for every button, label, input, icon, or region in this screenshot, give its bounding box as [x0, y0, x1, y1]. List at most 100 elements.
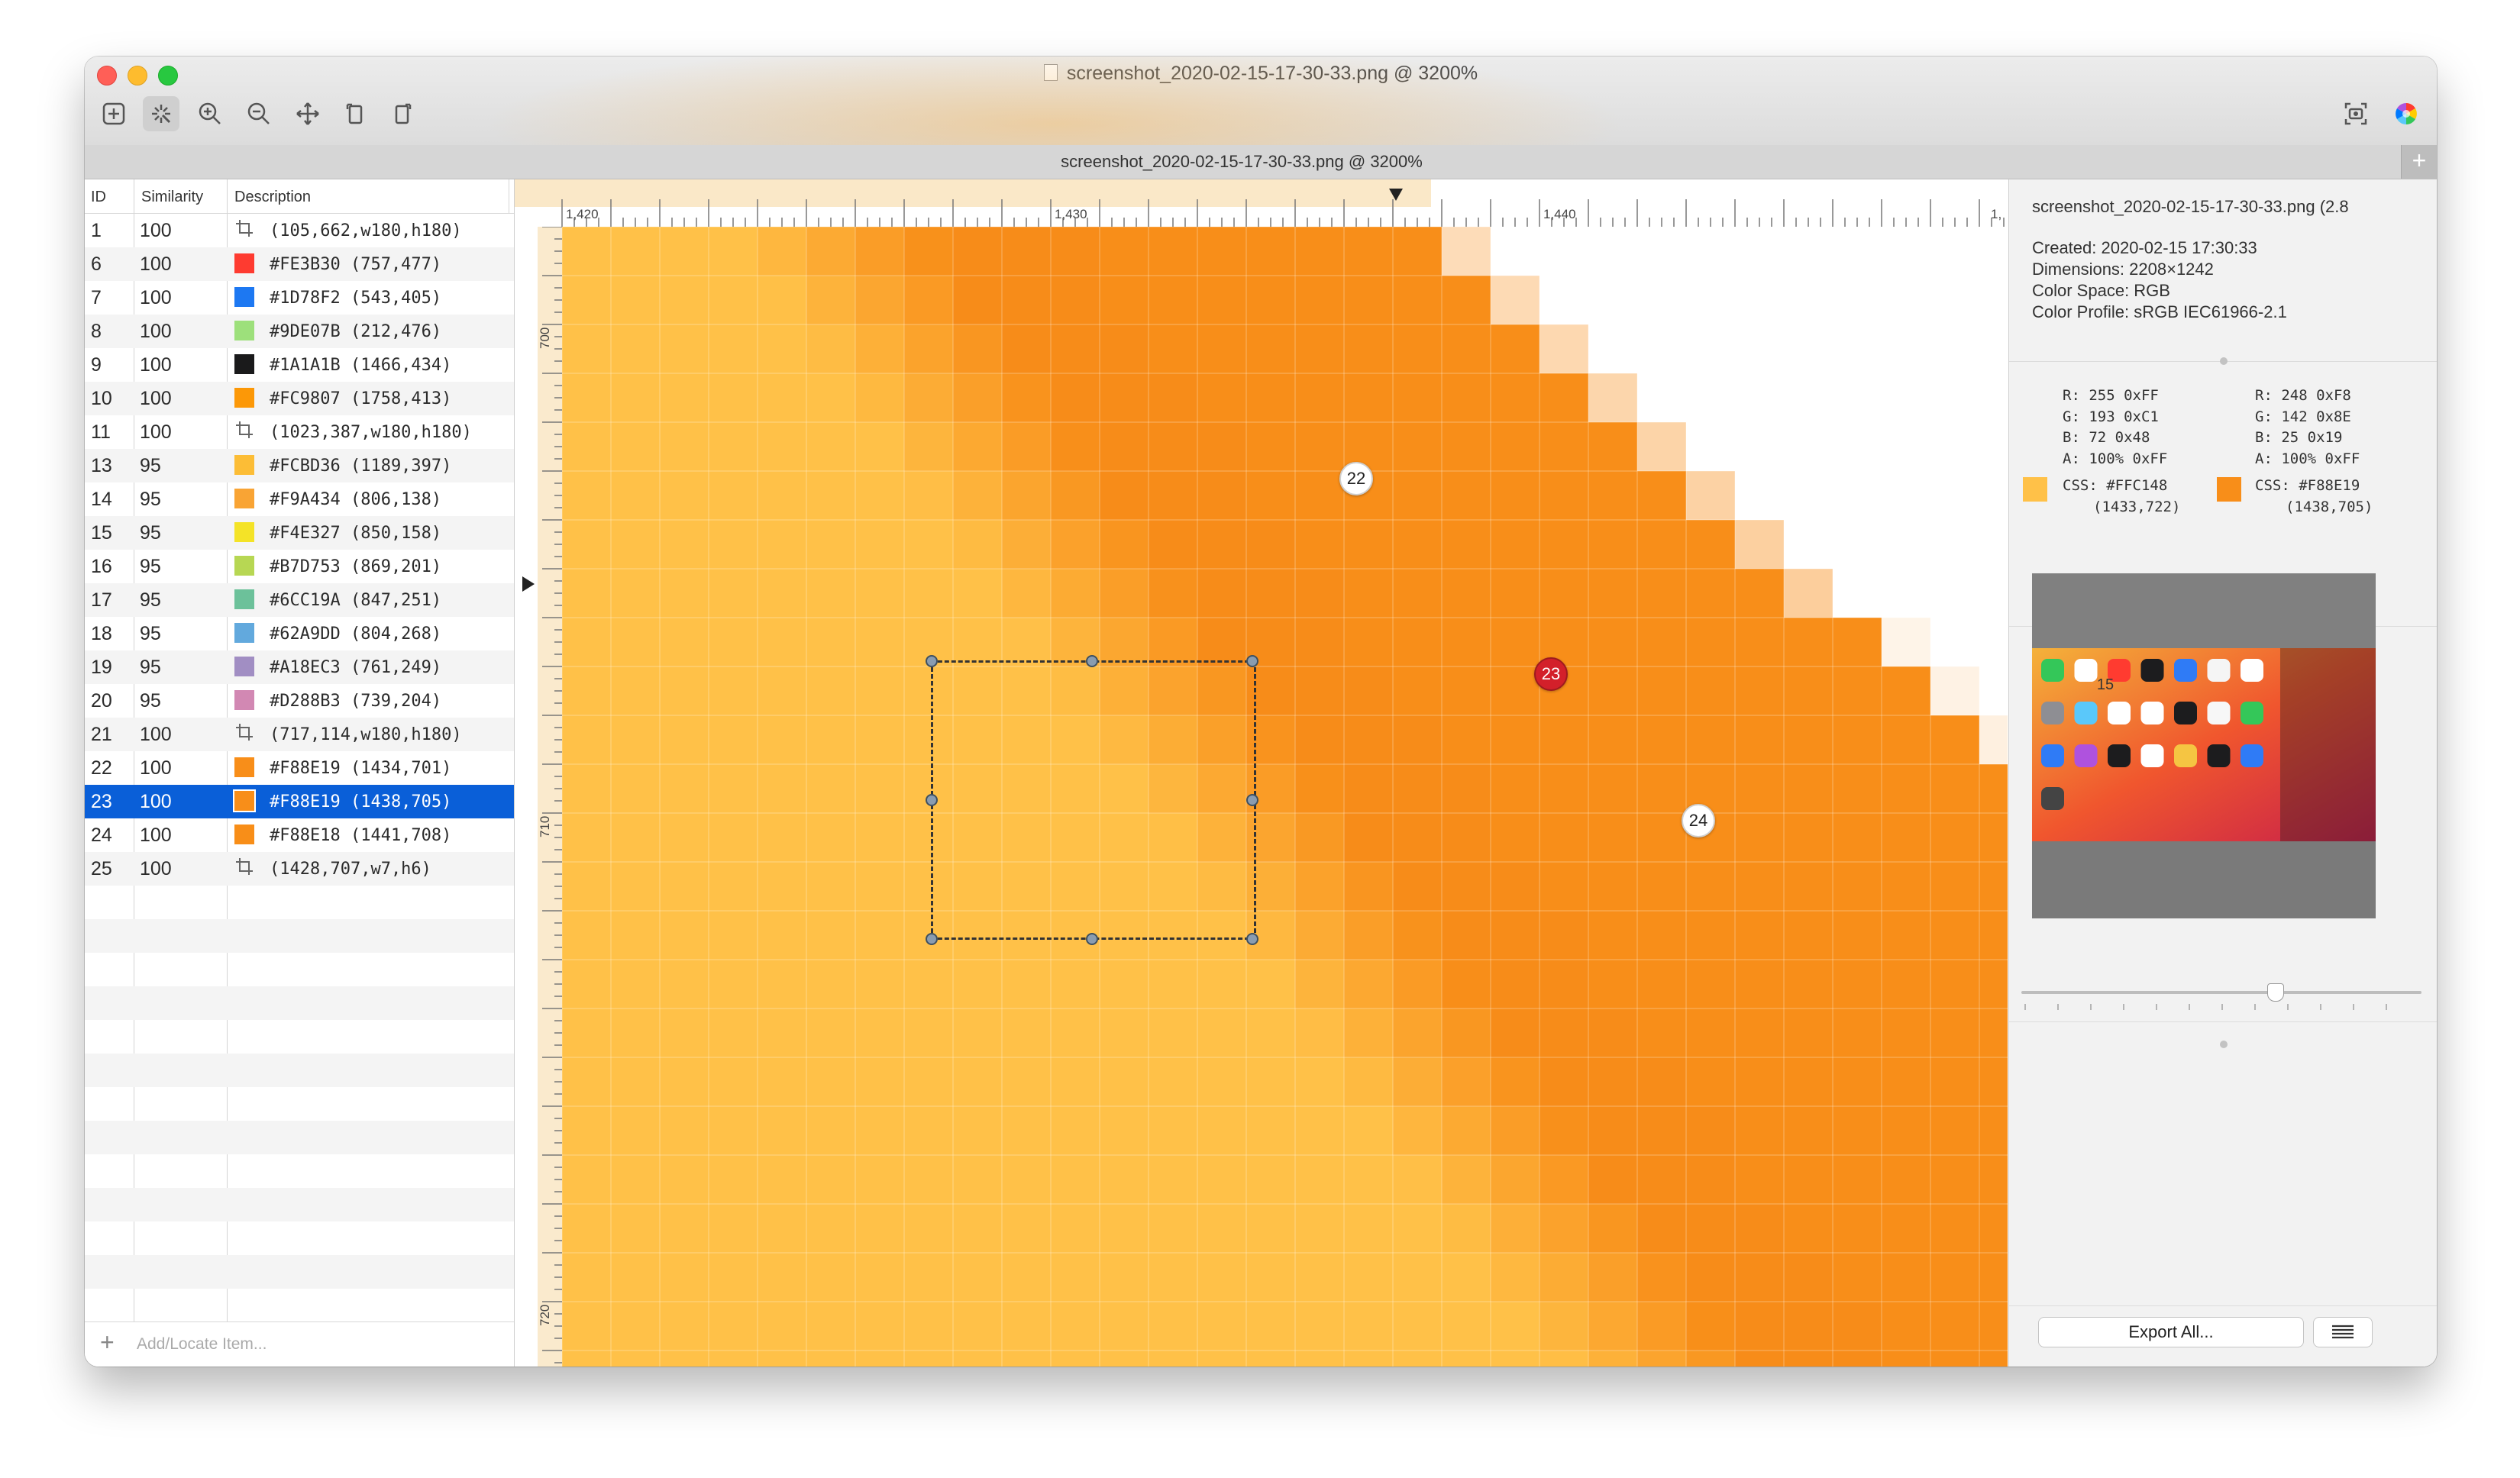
- list-item[interactable]: 20 95 #D288B3 (739,204): [85, 684, 514, 718]
- section-resize-handle[interactable]: [2220, 1041, 2228, 1048]
- color-marker-24[interactable]: 24: [1682, 804, 1715, 837]
- item-id: 22: [91, 757, 112, 779]
- pixel-cell: [709, 520, 758, 569]
- column-header-description[interactable]: Description: [234, 189, 312, 205]
- selection-handle[interactable]: [926, 655, 938, 667]
- empty-list-row: [85, 1289, 514, 1322]
- thumbnail-app-icon: [2108, 744, 2131, 767]
- pixel-cell: [1295, 862, 1344, 911]
- move-tool-button[interactable]: [289, 96, 326, 131]
- pixel-cell: [1979, 373, 2008, 422]
- list-item[interactable]: 18 95 #62A9DD (804,268): [85, 617, 514, 650]
- pixel-cell: [562, 1106, 611, 1155]
- pixel-cell: [1882, 1106, 1930, 1155]
- list-item[interactable]: 10 100 #FC9807 (1758,413): [85, 382, 514, 415]
- item-id: 25: [91, 858, 112, 879]
- list-item[interactable]: 9 100 #1A1A1B (1466,434): [85, 348, 514, 382]
- zoom-window-button[interactable]: [158, 66, 178, 86]
- selection-handle[interactable]: [1086, 933, 1098, 945]
- pixel-cell: [904, 1302, 953, 1351]
- right-color-css[interactable]: CSS: #F88E19: [2255, 477, 2360, 494]
- rotate-right-button[interactable]: [384, 96, 421, 131]
- list-item[interactable]: 1 100 (105,662,w180,h180): [85, 214, 514, 247]
- section-resize-handle[interactable]: [2220, 357, 2228, 365]
- pixel-cell: [855, 373, 904, 422]
- item-id: 18: [91, 623, 112, 644]
- rotate-left-button[interactable]: [337, 96, 373, 131]
- column-header-id[interactable]: ID: [91, 189, 106, 205]
- pixel-cell: [611, 520, 660, 569]
- pixel-cell: [758, 1253, 806, 1302]
- selection-handle[interactable]: [1246, 655, 1258, 667]
- add-locate-input[interactable]: Add/Locate Item...: [137, 1335, 267, 1353]
- pixel-cell: [1637, 813, 1686, 862]
- left-color-css[interactable]: CSS: #FFC148: [2063, 477, 2168, 494]
- pixel-cell: [1882, 227, 1930, 276]
- list-item[interactable]: 6 100 #FE3B30 (757,477): [85, 247, 514, 281]
- zoom-out-button[interactable]: [241, 96, 277, 131]
- pixel-cell: [1197, 1155, 1246, 1204]
- pixel-cell: [1930, 1155, 1979, 1204]
- pixel-cell: [1882, 324, 1930, 373]
- pixel-cell: [1246, 1302, 1295, 1351]
- pixel-cell: [758, 276, 806, 324]
- pixel-cell: [1930, 227, 1979, 276]
- list-item[interactable]: 14 95 #F9A434 (806,138): [85, 482, 514, 516]
- navigator-thumbnail[interactable]: 15: [2032, 573, 2376, 918]
- list-item[interactable]: 23 100 #F88E19 (1438,705): [85, 785, 514, 818]
- color-marker-23[interactable]: 23: [1534, 657, 1568, 691]
- right-color-swatch[interactable]: [2217, 477, 2241, 502]
- close-window-button[interactable]: [97, 66, 117, 86]
- column-header-similarity[interactable]: Similarity: [141, 189, 204, 205]
- pixel-cell: [660, 764, 709, 813]
- list-item[interactable]: 21 100 (717,114,w180,h180): [85, 718, 514, 751]
- list-item[interactable]: 17 95 #6CC19A (847,251): [85, 583, 514, 617]
- zoom-slider-track[interactable]: [2021, 991, 2421, 994]
- zoomed-canvas[interactable]: 1,420 1,430 1,440 1, 700 710 720 22 23 2…: [515, 179, 2008, 1367]
- list-item[interactable]: 8 100 #9DE07B (212,476): [85, 315, 514, 348]
- new-tab-button[interactable]: +: [2401, 145, 2437, 179]
- list-item[interactable]: 19 95 #A18EC3 (761,249): [85, 650, 514, 684]
- export-all-button[interactable]: Export All...: [2038, 1317, 2304, 1347]
- pixel-cell: [855, 1302, 904, 1351]
- add-item-button[interactable]: +: [100, 1328, 115, 1356]
- left-color-swatch[interactable]: [2023, 477, 2047, 502]
- magic-select-tool-button[interactable]: [143, 96, 179, 131]
- list-item[interactable]: 22 100 #F88E19 (1434,701): [85, 751, 514, 785]
- color-wheel-button[interactable]: [2388, 96, 2425, 131]
- pixel-cell: [1100, 813, 1149, 862]
- list-item[interactable]: 15 95 #F4E327 (850,158): [85, 516, 514, 550]
- selection-handle[interactable]: [926, 933, 938, 945]
- capture-screen-button[interactable]: [2337, 96, 2374, 131]
- list-item[interactable]: 7 100 #1D78F2 (543,405): [85, 281, 514, 315]
- selection-handle[interactable]: [926, 794, 938, 806]
- zoom-in-button[interactable]: [192, 96, 228, 131]
- color-marker-22[interactable]: 22: [1339, 462, 1373, 495]
- pixel-cell: [1344, 324, 1393, 373]
- selection-handle[interactable]: [1246, 933, 1258, 945]
- tab-document[interactable]: screenshot_2020-02-15-17-30-33.png @ 320…: [1061, 152, 1423, 171]
- list-item[interactable]: 16 95 #B7D753 (869,201): [85, 550, 514, 583]
- list-item[interactable]: 24 100 #F88E18 (1441,708): [85, 818, 514, 852]
- list-item[interactable]: 13 95 #FCBD36 (1189,397): [85, 449, 514, 482]
- add-tool-button[interactable]: [95, 96, 132, 131]
- pixel-cell: [709, 1204, 758, 1253]
- inspector-panel: screenshot_2020-02-15-17-30-33.png (2.8 …: [2008, 179, 2437, 1367]
- pixel-cell: [855, 520, 904, 569]
- selection-rectangle[interactable]: [931, 660, 1256, 940]
- item-description: (717,114,w180,h180): [270, 725, 462, 744]
- pixel-cell: [904, 1008, 953, 1057]
- pixel-cell: [1979, 471, 2008, 520]
- horizontal-ruler-ticks: [515, 179, 2008, 227]
- pixel-cell: [1637, 911, 1686, 960]
- list-item[interactable]: 11 100 (1023,387,w180,h180): [85, 415, 514, 449]
- pixel-cell: [904, 1057, 953, 1106]
- pixel-cell: [953, 373, 1002, 422]
- list-options-button[interactable]: [2313, 1317, 2373, 1347]
- minimize-window-button[interactable]: [128, 66, 147, 86]
- selection-handle[interactable]: [1086, 655, 1098, 667]
- selection-handle[interactable]: [1246, 794, 1258, 806]
- zoom-slider-knob[interactable]: [2267, 983, 2284, 1002]
- pixel-cell: [1197, 862, 1246, 911]
- list-item[interactable]: 25 100 (1428,707,w7,h6): [85, 852, 514, 886]
